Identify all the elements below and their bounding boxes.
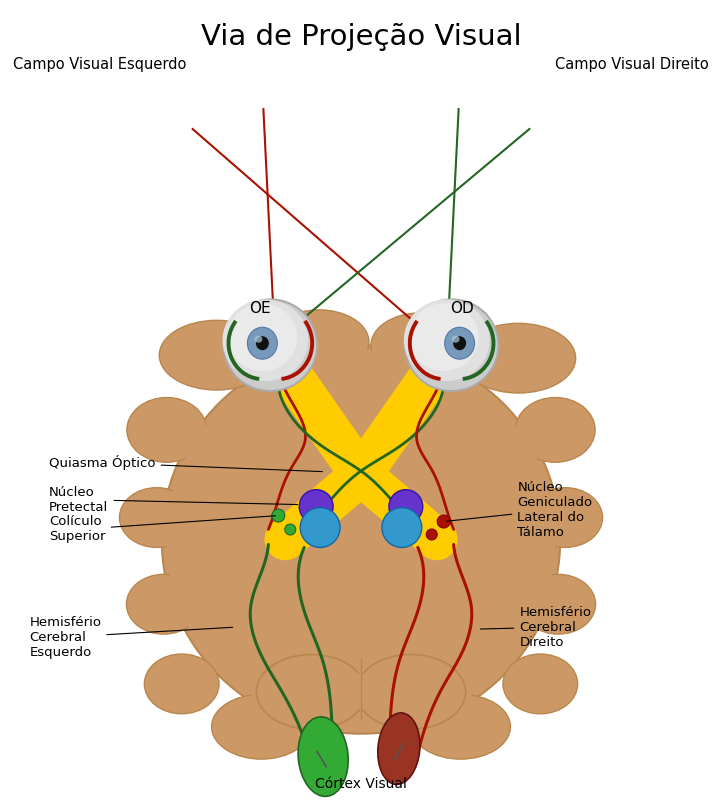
Ellipse shape [453,336,466,350]
Ellipse shape [356,654,466,730]
Ellipse shape [404,299,490,381]
Ellipse shape [284,524,296,535]
Text: Núcleo
Pretectal: Núcleo Pretectal [49,486,297,514]
Ellipse shape [160,320,274,390]
Ellipse shape [411,694,510,759]
Ellipse shape [225,300,316,390]
Ellipse shape [254,336,262,342]
Text: Núcleo
Geniculado
Lateral do
Tálamo: Núcleo Geniculado Lateral do Tálamo [446,481,593,538]
Ellipse shape [528,488,603,547]
Ellipse shape [516,398,595,462]
Ellipse shape [299,490,333,523]
Ellipse shape [426,529,438,540]
Text: Hemisfério
Cerebral
Direito: Hemisfério Cerebral Direito [480,606,591,649]
Text: Hemisfério
Cerebral
Esquerdo: Hemisfério Cerebral Esquerdo [30,615,232,658]
Ellipse shape [461,323,575,393]
Ellipse shape [378,713,420,785]
Ellipse shape [521,574,596,634]
Ellipse shape [162,346,560,734]
Ellipse shape [452,336,460,342]
Ellipse shape [406,300,497,390]
Text: Colículo
Superior: Colículo Superior [49,515,276,543]
Ellipse shape [445,327,474,359]
Text: OE: OE [250,301,271,316]
Ellipse shape [222,298,318,392]
Ellipse shape [222,299,308,381]
Ellipse shape [127,398,206,462]
Ellipse shape [298,717,348,796]
Ellipse shape [256,654,366,730]
Ellipse shape [389,490,423,523]
Bar [311,674,411,709]
Ellipse shape [248,327,277,359]
Text: OD: OD [450,301,474,316]
Ellipse shape [227,303,297,371]
Ellipse shape [300,507,340,547]
Ellipse shape [256,336,269,350]
Text: Via de Projeção Visual: Via de Projeção Visual [201,23,521,51]
Ellipse shape [382,507,422,547]
Ellipse shape [272,509,284,522]
Ellipse shape [438,515,450,528]
Ellipse shape [371,313,471,378]
Ellipse shape [119,488,194,547]
Ellipse shape [269,310,369,374]
Text: Campo Visual Esquerdo: Campo Visual Esquerdo [13,58,187,72]
Ellipse shape [212,694,311,759]
Text: Campo Visual Direito: Campo Visual Direito [555,58,709,72]
Ellipse shape [144,654,219,714]
Text: Córtex Visual: Córtex Visual [315,777,407,790]
Ellipse shape [409,303,479,371]
Ellipse shape [503,654,578,714]
Text: Quiasma Óptico: Quiasma Óptico [49,455,322,472]
Ellipse shape [404,298,500,392]
Ellipse shape [167,350,555,729]
Ellipse shape [126,574,201,634]
